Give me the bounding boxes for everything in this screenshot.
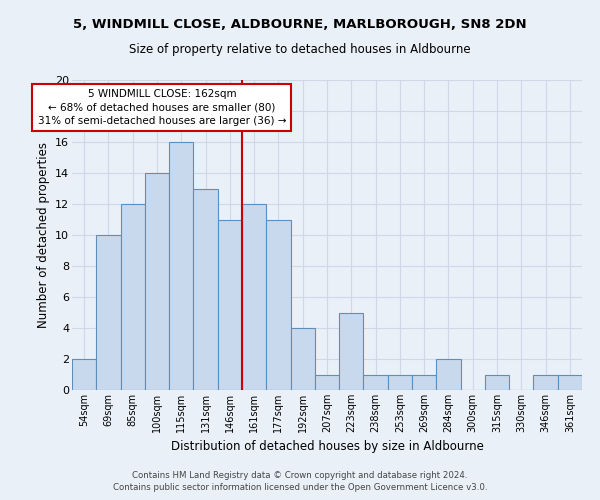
X-axis label: Distribution of detached houses by size in Aldbourne: Distribution of detached houses by size … [170,440,484,454]
Bar [96,235,121,390]
Text: 5, WINDMILL CLOSE, ALDBOURNE, MARLBOROUGH, SN8 2DN: 5, WINDMILL CLOSE, ALDBOURNE, MARLBOROUG… [73,18,527,30]
Bar [558,374,582,390]
Bar [364,374,388,390]
Bar [436,359,461,390]
Bar [218,220,242,390]
Bar [412,374,436,390]
Bar [339,312,364,390]
Text: Size of property relative to detached houses in Aldbourne: Size of property relative to detached ho… [129,42,471,56]
Bar [290,328,315,390]
Bar [193,188,218,390]
Bar [266,220,290,390]
Bar [145,173,169,390]
Bar [485,374,509,390]
Bar [72,359,96,390]
Bar [388,374,412,390]
Bar [121,204,145,390]
Y-axis label: Number of detached properties: Number of detached properties [37,142,50,328]
Text: 5 WINDMILL CLOSE: 162sqm
← 68% of detached houses are smaller (80)
31% of semi-d: 5 WINDMILL CLOSE: 162sqm ← 68% of detach… [38,90,286,126]
Bar [315,374,339,390]
Text: Contains HM Land Registry data © Crown copyright and database right 2024.
Contai: Contains HM Land Registry data © Crown c… [113,471,487,492]
Bar [169,142,193,390]
Bar [242,204,266,390]
Bar [533,374,558,390]
